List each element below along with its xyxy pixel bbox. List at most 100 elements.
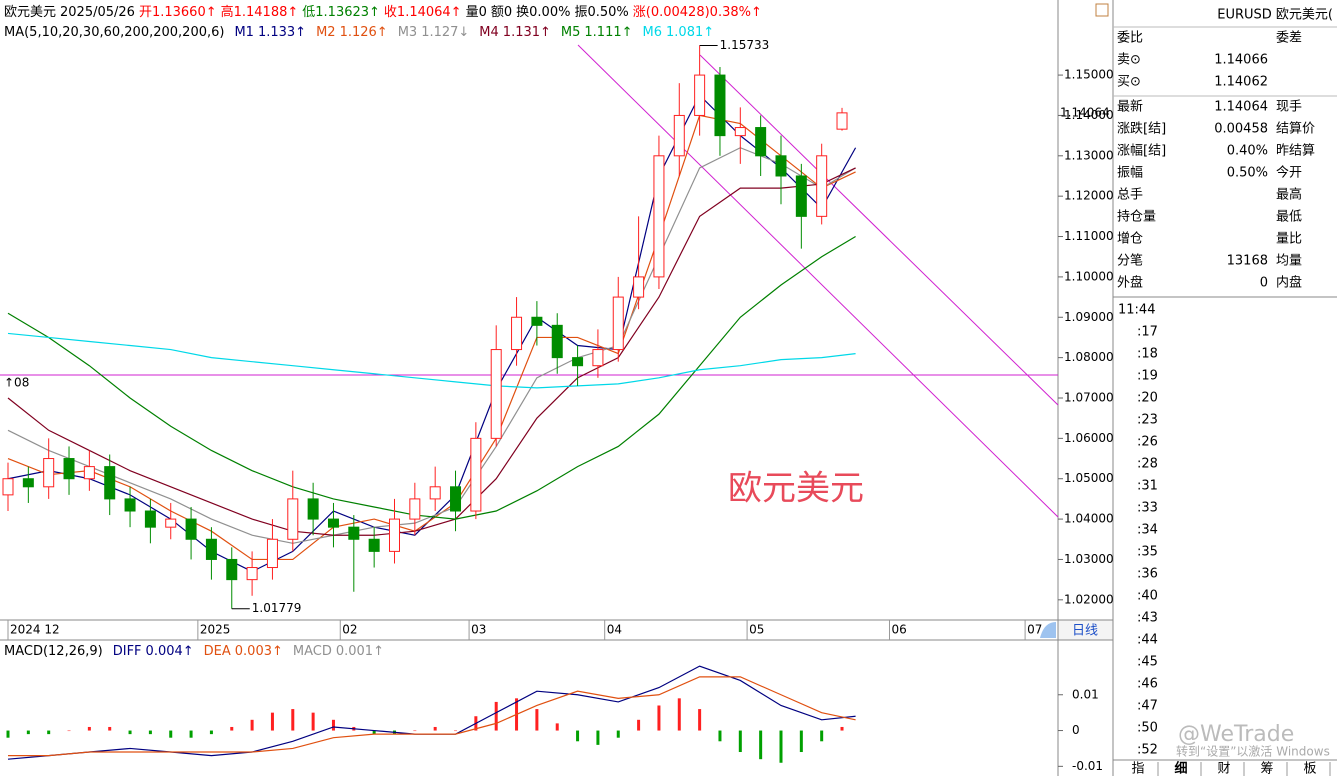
macd-bar (291, 709, 295, 731)
tape-time: :43 (1137, 611, 1158, 626)
macd-bar (270, 712, 274, 731)
quote-label: 买⊙ (1117, 75, 1141, 90)
candle-body (511, 316, 523, 351)
macd-bar (637, 719, 641, 731)
tab[interactable]: 财 (1217, 762, 1230, 776)
legend-text: DEA (204, 644, 231, 659)
tape-time: :47 (1137, 699, 1158, 714)
legend-text: 1.111↑ (584, 25, 632, 40)
channel-line (577, 44, 1059, 518)
quote-label: 委比 (1117, 31, 1143, 46)
hline-label: ↑08 (4, 375, 29, 389)
window-icon[interactable] (1095, 3, 1109, 17)
period-label[interactable]: 日线 (1072, 624, 1098, 639)
tape-time: :28 (1137, 457, 1158, 472)
tape-time: :33 (1137, 501, 1158, 516)
y-tick-label: 1.03000 (1064, 552, 1114, 566)
tape-time: :31 (1137, 479, 1158, 494)
legend-text: M4 (479, 25, 499, 40)
y-tick-label: 1.10000 (1064, 269, 1114, 283)
macd-bar (759, 730, 763, 760)
candle-body (165, 518, 177, 528)
candle-body (633, 276, 645, 298)
tape-time: :36 (1137, 567, 1158, 582)
quote-value: 0.40% (1227, 144, 1268, 159)
candle-body (653, 155, 665, 278)
legend-text: 0.004↑ (146, 644, 194, 659)
candle-body (144, 510, 156, 528)
macd-bar (576, 730, 580, 742)
ma-line (7, 167, 856, 536)
x-tick-label: 2025 (200, 623, 231, 637)
quote-label: 量比 (1276, 232, 1302, 247)
tape-time: :20 (1137, 391, 1158, 406)
macd-bar (657, 705, 661, 731)
quote-label: 总手 (1117, 188, 1143, 203)
legend-text: 高1.14188↑ (221, 4, 299, 20)
y-tick-label: 1.15000 (1064, 68, 1114, 82)
candle-body (795, 175, 807, 217)
macd-bar (413, 730, 417, 732)
legend-text: MACD (293, 644, 332, 659)
tape-time: :18 (1137, 347, 1158, 362)
watermark-logo: @WeTrade (1178, 722, 1294, 747)
tab[interactable]: 筹 (1260, 761, 1273, 776)
quote-label: 持仓量 (1117, 210, 1156, 225)
y-tick-label: 0.01 (1072, 687, 1099, 701)
legend-text: 1.127↓ (421, 25, 469, 40)
y-tick-label: 1.06000 (1064, 431, 1114, 445)
candle-body (694, 74, 706, 116)
x-tick-label: 02 (342, 623, 357, 637)
tab[interactable]: 指 (1131, 762, 1144, 776)
candle-body (836, 112, 848, 130)
y-tick-label: -0.01 (1072, 759, 1103, 773)
last-price: 1.14064 (1060, 105, 1110, 119)
candle-body (531, 316, 543, 326)
macd-bar (698, 709, 702, 731)
candle-body (266, 538, 278, 569)
legend-text: 额0 (491, 5, 512, 20)
tab[interactable]: 细 (1174, 761, 1187, 776)
macd-legend: MACD(12,26,9) DIFF 0.004↑ DEA 0.003↑ MACD 0.00… (4, 644, 384, 659)
legend-text: 低1.13623↑ (302, 5, 380, 20)
macd-bar (87, 726, 91, 731)
candle-body (551, 324, 563, 359)
candle-body (429, 486, 441, 500)
y-tick-label: 1.14000 (1064, 108, 1114, 122)
macd-bar (433, 726, 437, 731)
y-tick-label: 1.09000 (1064, 310, 1114, 324)
legend-text: 1.126↑ (340, 25, 388, 40)
macd-bar (189, 730, 193, 738)
legend-text: 收1.14064↑ (384, 5, 462, 20)
candle-body (734, 127, 746, 137)
period-box (1058, 620, 1113, 640)
candle-body (409, 498, 421, 520)
legend-text: 涨(0.00428)0.38%↑ (633, 5, 762, 20)
period-tab[interactable] (1040, 622, 1056, 638)
quote-value: 1.14062 (1214, 75, 1268, 90)
legend-text: M1 (234, 25, 254, 40)
macd-bar (779, 730, 783, 763)
candle-body (755, 127, 767, 157)
windows-notice: 转到“设置”以激活 Windows (1176, 744, 1330, 759)
y-tick-label: 1.12000 (1064, 189, 1114, 203)
tab[interactable]: 板 (1303, 762, 1316, 776)
quote-value: 1.14066 (1214, 53, 1268, 68)
quote-label: 现手 (1276, 100, 1302, 115)
legend-text: 量0 (466, 5, 487, 20)
macd-bar (738, 730, 742, 753)
quote-label: 增仓 (1117, 232, 1143, 247)
macd-bar (718, 730, 722, 742)
candle-body (63, 458, 75, 480)
watermark: 欧元美元 (728, 469, 864, 509)
candle-body (368, 538, 380, 552)
candle-body (185, 518, 197, 540)
channel-line (699, 54, 1059, 406)
macd-bar (535, 709, 539, 731)
candle-body (816, 155, 828, 217)
candle-body (104, 466, 116, 500)
macd-bar (372, 730, 376, 735)
ma-line (7, 332, 856, 389)
macd-bar (148, 730, 152, 735)
macd-bar (616, 730, 620, 738)
